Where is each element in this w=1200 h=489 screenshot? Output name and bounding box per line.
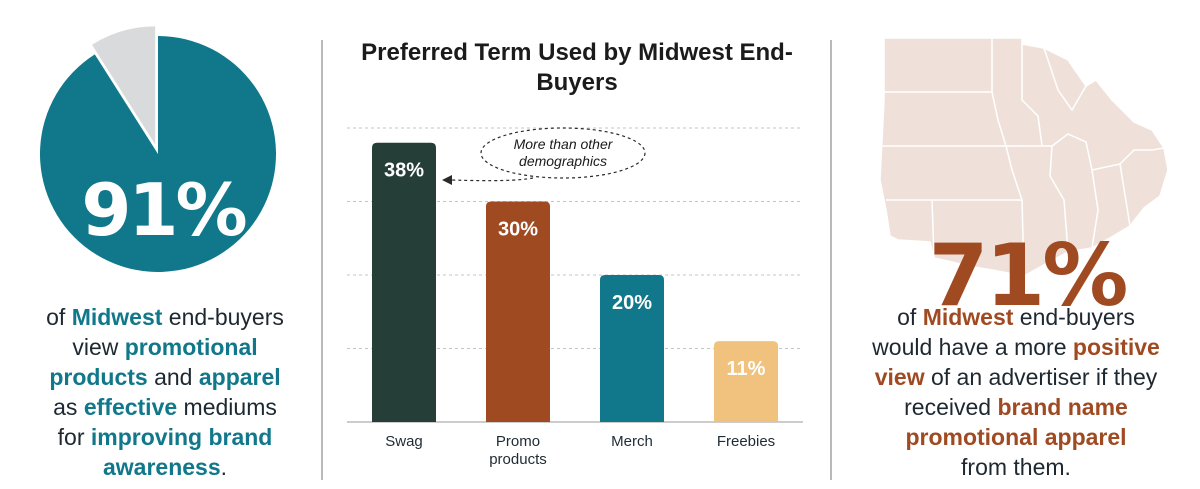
category-label: products xyxy=(489,451,547,468)
bars: 38% 30% 20% 11% xyxy=(372,142,778,422)
right-divider xyxy=(830,40,832,480)
bar-merch xyxy=(600,275,664,422)
left-stat-panel: 91% of Midwest end-buyers view promotion… xyxy=(0,0,322,489)
bar-value-label: 38% xyxy=(384,160,424,182)
bar-value-label: 20% xyxy=(612,292,652,314)
right-stat-panel: 71% of Midwest end-buyers would have a m… xyxy=(832,0,1200,489)
pie-main-slice xyxy=(39,36,276,272)
annotation-text: More than other xyxy=(514,136,614,152)
pie-remainder-slice xyxy=(91,26,156,145)
right-caption: of Midwest end-buyers would have a more … xyxy=(872,304,1160,480)
bar-chart-panel: Preferred Term Used by Midwest End-Buyer… xyxy=(323,0,831,489)
annotation-text: demographics xyxy=(519,153,607,169)
bar-freebies xyxy=(714,341,778,422)
chart-title: Preferred Term Used by Midwest End-Buyer… xyxy=(361,39,793,96)
left-stat-value: 91% xyxy=(81,168,247,252)
category-label: Swag xyxy=(385,433,423,450)
bar-value-label: 11% xyxy=(727,358,766,380)
bar-swag xyxy=(372,142,436,422)
midwest-map-icon xyxy=(879,37,1169,277)
annotation-arrow-head xyxy=(442,175,452,185)
category-label: Promo xyxy=(496,433,540,450)
bar-promo-products xyxy=(486,201,550,422)
pie-chart xyxy=(39,26,276,272)
left-divider xyxy=(321,40,323,480)
right-stat-value: 71% xyxy=(928,226,1129,326)
left-caption: of Midwest end-buyers view promotional p… xyxy=(46,304,284,480)
annotation-bubble xyxy=(480,127,646,179)
category-label: Merch xyxy=(611,433,653,450)
category-label: Freebies xyxy=(717,433,775,450)
annotation-arrow-line xyxy=(451,177,534,182)
bar-value-label: 30% xyxy=(498,219,538,241)
